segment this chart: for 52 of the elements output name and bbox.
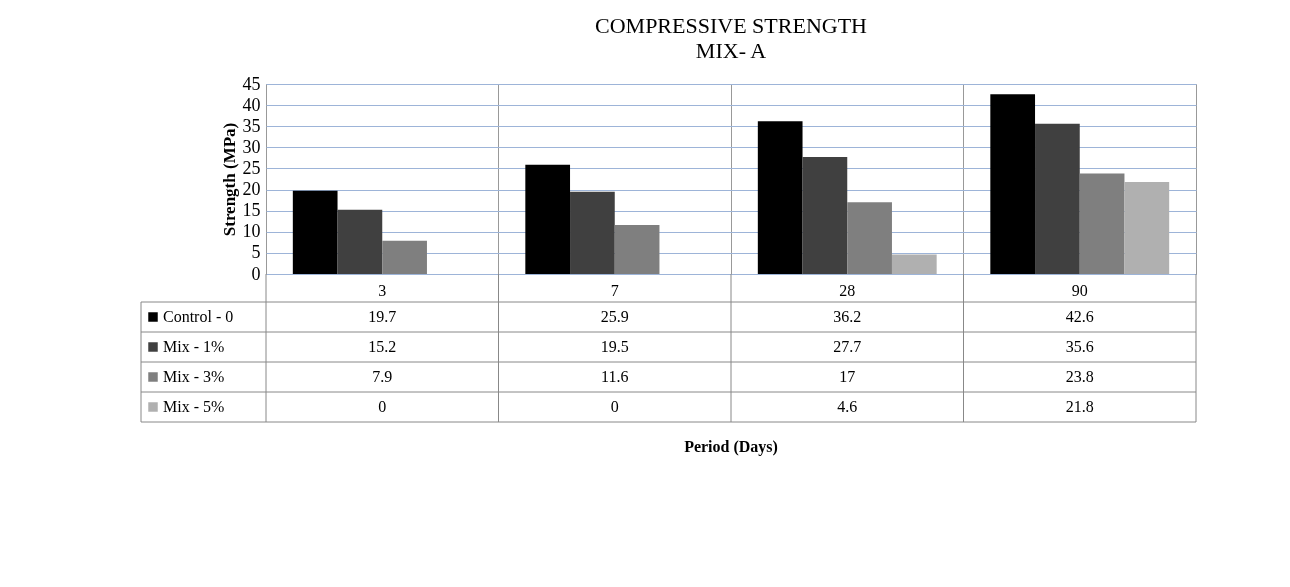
data-label: 4.6 (837, 398, 858, 415)
y-axis-title: Strength (MPa) (219, 122, 239, 237)
bar (1079, 173, 1125, 274)
x-tick-label: 90 (1071, 281, 1088, 299)
bar (1124, 181, 1170, 274)
y-tick-label: 45 (242, 73, 261, 94)
data-label: 7.9 (372, 368, 393, 385)
data-label: 23.8 (1065, 368, 1094, 385)
legend-label: Mix - 3% (163, 368, 225, 385)
bar (847, 202, 892, 274)
bar (292, 190, 338, 274)
data-label: 19.7 (368, 308, 397, 325)
y-tick-label: 25 (242, 157, 261, 178)
data-label: 11.6 (601, 368, 629, 385)
bar (802, 157, 848, 274)
y-tick-label: 20 (242, 179, 261, 200)
y-tick-label: 0 (251, 263, 261, 284)
data-label: 19.5 (600, 338, 629, 355)
data-label: 0 (610, 398, 619, 415)
y-tick-label: 5 (251, 242, 261, 263)
data-label: 35.6 (1065, 338, 1094, 355)
bar (382, 240, 427, 274)
legend-label: Mix - 5% (163, 398, 225, 415)
bar (570, 191, 615, 274)
chart-title: COMPRESSIVE STRENGTH (595, 13, 868, 38)
data-label: 17 (839, 368, 856, 385)
y-tick-label: 30 (242, 136, 261, 157)
bar (614, 225, 660, 274)
data-label: 25.9 (600, 308, 629, 325)
bar (990, 94, 1036, 274)
bar (1035, 123, 1080, 274)
x-tick-label: 28 (839, 281, 856, 299)
data-label: 15.2 (368, 338, 397, 355)
data-label: 27.7 (833, 338, 862, 355)
y-tick-label: 40 (242, 94, 261, 115)
bar (757, 121, 803, 274)
x-tick-label: 7 (610, 281, 619, 299)
data-label: 36.2 (833, 308, 862, 325)
bar (337, 209, 383, 274)
x-tick-label: 3 (378, 281, 387, 299)
y-tick-label: 35 (242, 115, 261, 136)
data-label: 0 (378, 398, 387, 415)
text: Period (Days) (684, 438, 778, 456)
data-label: 21.8 (1065, 398, 1094, 415)
legend-label: Mix - 1% (163, 338, 225, 355)
chart-subtitle: MIX- A (695, 38, 767, 63)
y-tick-label: 15 (242, 200, 261, 221)
bar (525, 164, 571, 274)
legend-label: Control - 0 (163, 308, 234, 325)
y-tick-label: 10 (242, 221, 261, 242)
bar (891, 254, 937, 274)
data-label: 42.6 (1065, 308, 1094, 325)
